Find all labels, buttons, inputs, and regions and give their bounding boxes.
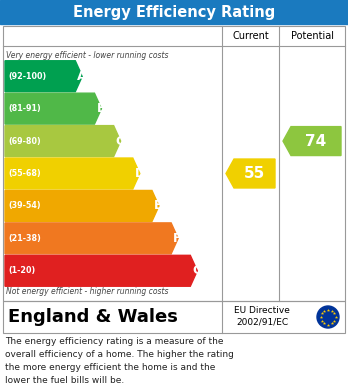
Polygon shape [5, 126, 121, 156]
Text: The energy efficiency rating is a measure of the
overall efficiency of a home. T: The energy efficiency rating is a measur… [5, 337, 234, 385]
Text: (1-20): (1-20) [8, 266, 35, 275]
Bar [3, 26, 345, 301]
Text: F: F [173, 232, 182, 245]
Text: Very energy efficient - lower running costs: Very energy efficient - lower running co… [6, 50, 168, 59]
Text: England & Wales: England & Wales [8, 308, 178, 326]
Text: (55-68): (55-68) [8, 169, 41, 178]
Text: (69-80): (69-80) [8, 136, 41, 145]
Text: E: E [154, 199, 163, 212]
Text: Potential: Potential [291, 31, 333, 41]
Text: 74: 74 [306, 134, 327, 149]
Text: (81-91): (81-91) [8, 104, 41, 113]
Polygon shape [5, 190, 159, 221]
Bar [0, 0, 348, 24]
Polygon shape [5, 223, 178, 254]
Polygon shape [5, 61, 82, 91]
Text: 55: 55 [244, 166, 265, 181]
Polygon shape [283, 127, 341, 156]
Text: G: G [192, 264, 203, 277]
Text: Current: Current [232, 31, 269, 41]
Text: C: C [116, 135, 125, 147]
Text: (39-54): (39-54) [8, 201, 41, 210]
Bar [3, 301, 345, 333]
Text: B: B [96, 102, 106, 115]
Polygon shape [226, 159, 275, 188]
Circle shape [317, 306, 339, 328]
Text: Not energy efficient - higher running costs: Not energy efficient - higher running co… [6, 287, 168, 296]
Polygon shape [5, 158, 140, 189]
Text: EU Directive
2002/91/EC: EU Directive 2002/91/EC [234, 306, 290, 326]
Text: D: D [135, 167, 145, 180]
Text: (92-100): (92-100) [8, 72, 46, 81]
Text: (21-38): (21-38) [8, 234, 41, 243]
Polygon shape [5, 93, 102, 124]
Text: Energy Efficiency Rating: Energy Efficiency Rating [73, 5, 275, 20]
Polygon shape [5, 255, 197, 286]
Text: A: A [77, 70, 87, 83]
